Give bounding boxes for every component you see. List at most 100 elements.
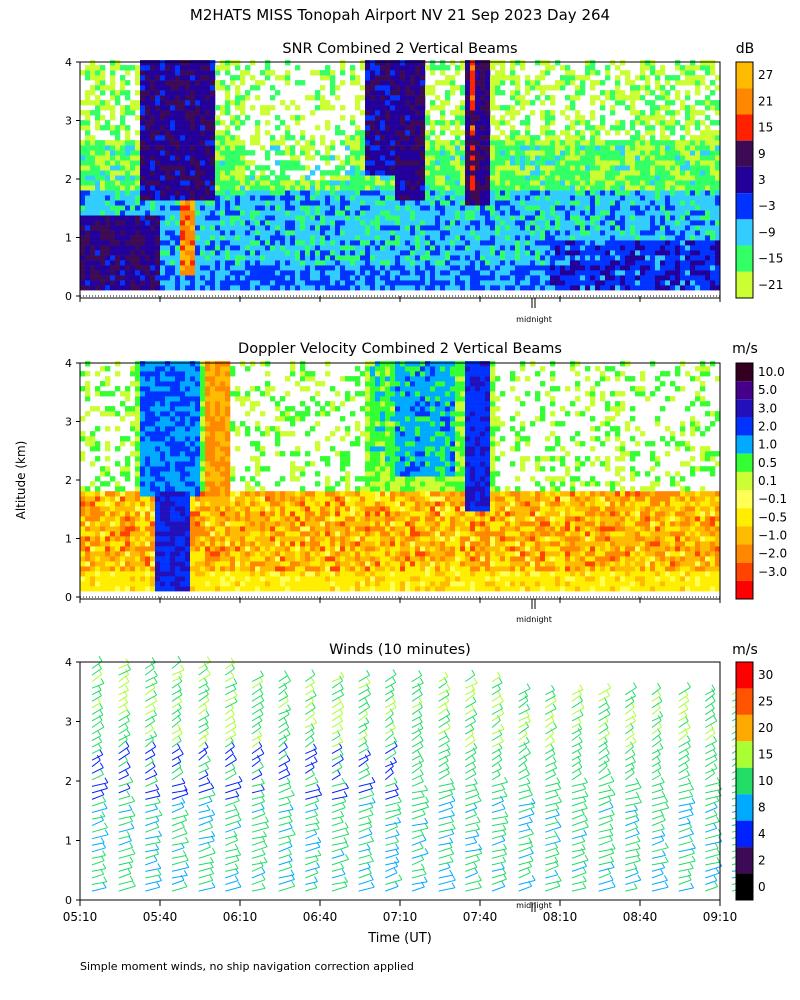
snr-cell xyxy=(390,220,396,226)
snr-cell xyxy=(280,75,286,81)
snr-cell xyxy=(535,145,541,151)
snr-cell xyxy=(625,235,631,241)
snr-cell xyxy=(180,215,186,221)
snr-cell xyxy=(655,120,661,126)
snr-cell xyxy=(605,250,611,256)
snr-cell xyxy=(380,205,386,211)
snr-cell xyxy=(620,175,626,181)
snr-cell xyxy=(515,160,521,166)
snr-cell xyxy=(480,115,486,121)
snr-cell xyxy=(490,90,496,96)
snr-cell xyxy=(335,205,341,211)
snr-cell xyxy=(470,160,476,166)
snr-cell xyxy=(155,115,161,121)
snr-cell xyxy=(555,275,561,281)
snr-cell xyxy=(360,285,366,291)
snr-cell xyxy=(560,160,566,166)
snr-cell xyxy=(465,275,471,281)
snr-cell xyxy=(620,195,626,201)
snr-cell xyxy=(530,165,536,171)
snr-cell xyxy=(290,165,296,171)
snr-cell xyxy=(330,75,336,81)
snr-cell xyxy=(535,270,541,276)
snr-cell xyxy=(360,60,366,66)
snr-cell xyxy=(475,210,481,216)
snr-cell xyxy=(205,70,211,76)
snr-cell xyxy=(330,105,336,111)
snr-cell xyxy=(365,190,371,196)
snr-cell xyxy=(165,220,171,226)
snr-cell xyxy=(505,185,511,191)
snr-cell xyxy=(345,210,351,216)
snr-cell xyxy=(460,190,466,196)
snr-cell xyxy=(90,110,96,116)
snr-cell xyxy=(355,175,361,181)
snr-cell xyxy=(185,185,191,191)
snr-cell xyxy=(150,180,156,186)
snr-cell xyxy=(355,145,361,151)
snr-cell xyxy=(280,180,286,186)
snr-cell xyxy=(180,100,186,106)
snr-cell xyxy=(515,235,521,241)
snr-cell xyxy=(465,270,471,276)
snr-cell xyxy=(640,70,646,76)
snr-cell xyxy=(280,210,286,216)
snr-cell xyxy=(385,270,391,276)
snr-cell xyxy=(435,140,441,146)
snr-cell xyxy=(105,225,111,231)
snr-cell xyxy=(500,175,506,181)
snr-cell xyxy=(245,215,251,221)
snr-cell xyxy=(400,85,406,91)
snr-cell xyxy=(160,105,166,111)
snr-cell xyxy=(385,255,391,261)
snr-cell xyxy=(125,285,131,291)
snr-cell xyxy=(520,190,526,196)
snr-cell xyxy=(710,160,716,166)
snr-cell xyxy=(235,170,241,176)
snr-cell xyxy=(475,280,481,286)
snr-cell xyxy=(525,285,531,291)
snr-cell xyxy=(95,220,101,226)
snr-cell xyxy=(295,115,301,121)
snr-cell xyxy=(395,85,401,91)
snr-cell xyxy=(130,165,136,171)
snr-cell xyxy=(575,145,581,151)
snr-cell xyxy=(510,230,516,236)
snr-cell xyxy=(190,230,196,236)
snr-cell xyxy=(215,260,221,266)
snr-cell xyxy=(200,110,206,116)
snr-cell xyxy=(595,70,601,76)
snr-cell xyxy=(170,265,176,271)
snr-cell xyxy=(225,270,231,276)
snr-cell xyxy=(175,165,181,171)
snr-cell xyxy=(275,125,281,131)
snr-cell xyxy=(425,255,431,261)
snr-cell xyxy=(415,140,421,146)
snr-cell xyxy=(695,125,701,131)
snr-cell xyxy=(680,185,686,191)
snr-cell xyxy=(620,60,626,66)
snr-cell xyxy=(450,165,456,171)
snr-cell xyxy=(220,170,226,176)
snr-cell xyxy=(105,155,111,161)
snr-cell xyxy=(505,170,511,176)
snr-cell xyxy=(400,110,406,116)
snr-cell xyxy=(555,80,561,86)
snr-cell xyxy=(575,95,581,101)
snr-cell xyxy=(375,170,381,176)
snr-cell xyxy=(145,270,151,276)
snr-cell xyxy=(180,195,186,201)
snr-cell xyxy=(695,195,701,201)
snr-cell xyxy=(580,265,586,271)
snr-cell xyxy=(300,245,306,251)
snr-cell xyxy=(480,160,486,166)
snr-cell xyxy=(610,275,616,281)
snr-cell xyxy=(475,275,481,281)
snr-cell xyxy=(195,265,201,271)
snr-cell xyxy=(550,280,556,286)
snr-cell xyxy=(525,140,531,146)
snr-cell xyxy=(155,180,161,186)
snr-cell xyxy=(375,255,381,261)
snr-cell xyxy=(290,220,296,226)
